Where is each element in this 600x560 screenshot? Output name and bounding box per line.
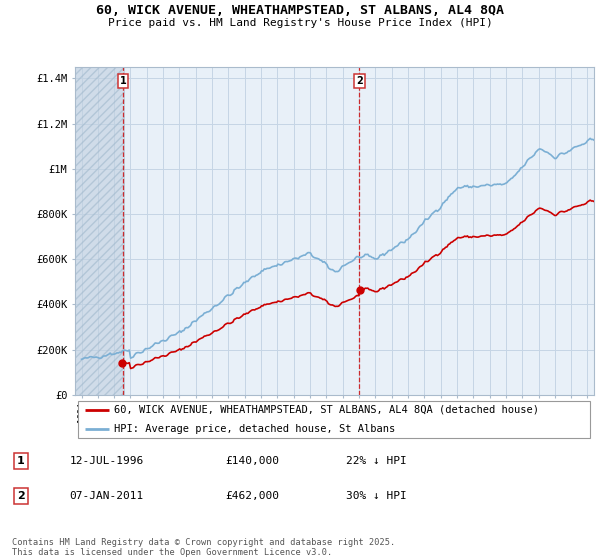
Text: 60, WICK AVENUE, WHEATHAMPSTEAD, ST ALBANS, AL4 8QA (detached house): 60, WICK AVENUE, WHEATHAMPSTEAD, ST ALBA… [114,405,539,415]
Text: 1: 1 [119,76,127,86]
Text: 07-JAN-2011: 07-JAN-2011 [70,491,144,501]
Text: 1: 1 [17,456,25,466]
Bar [75,67,124,395]
Text: Price paid vs. HM Land Registry's House Price Index (HPI): Price paid vs. HM Land Registry's House … [107,18,493,28]
Text: £140,000: £140,000 [225,456,279,466]
Text: £462,000: £462,000 [225,491,279,501]
Text: 60, WICK AVENUE, WHEATHAMPSTEAD, ST ALBANS, AL4 8QA: 60, WICK AVENUE, WHEATHAMPSTEAD, ST ALBA… [96,4,504,17]
Text: 30% ↓ HPI: 30% ↓ HPI [346,491,407,501]
Text: 12-JUL-1996: 12-JUL-1996 [70,456,144,466]
Text: HPI: Average price, detached house, St Albans: HPI: Average price, detached house, St A… [114,424,395,434]
Text: 22% ↓ HPI: 22% ↓ HPI [346,456,407,466]
Text: Contains HM Land Registry data © Crown copyright and database right 2025.
This d: Contains HM Land Registry data © Crown c… [12,538,395,557]
Text: 2: 2 [17,491,25,501]
FancyBboxPatch shape [77,401,590,438]
Text: 2: 2 [356,76,362,86]
